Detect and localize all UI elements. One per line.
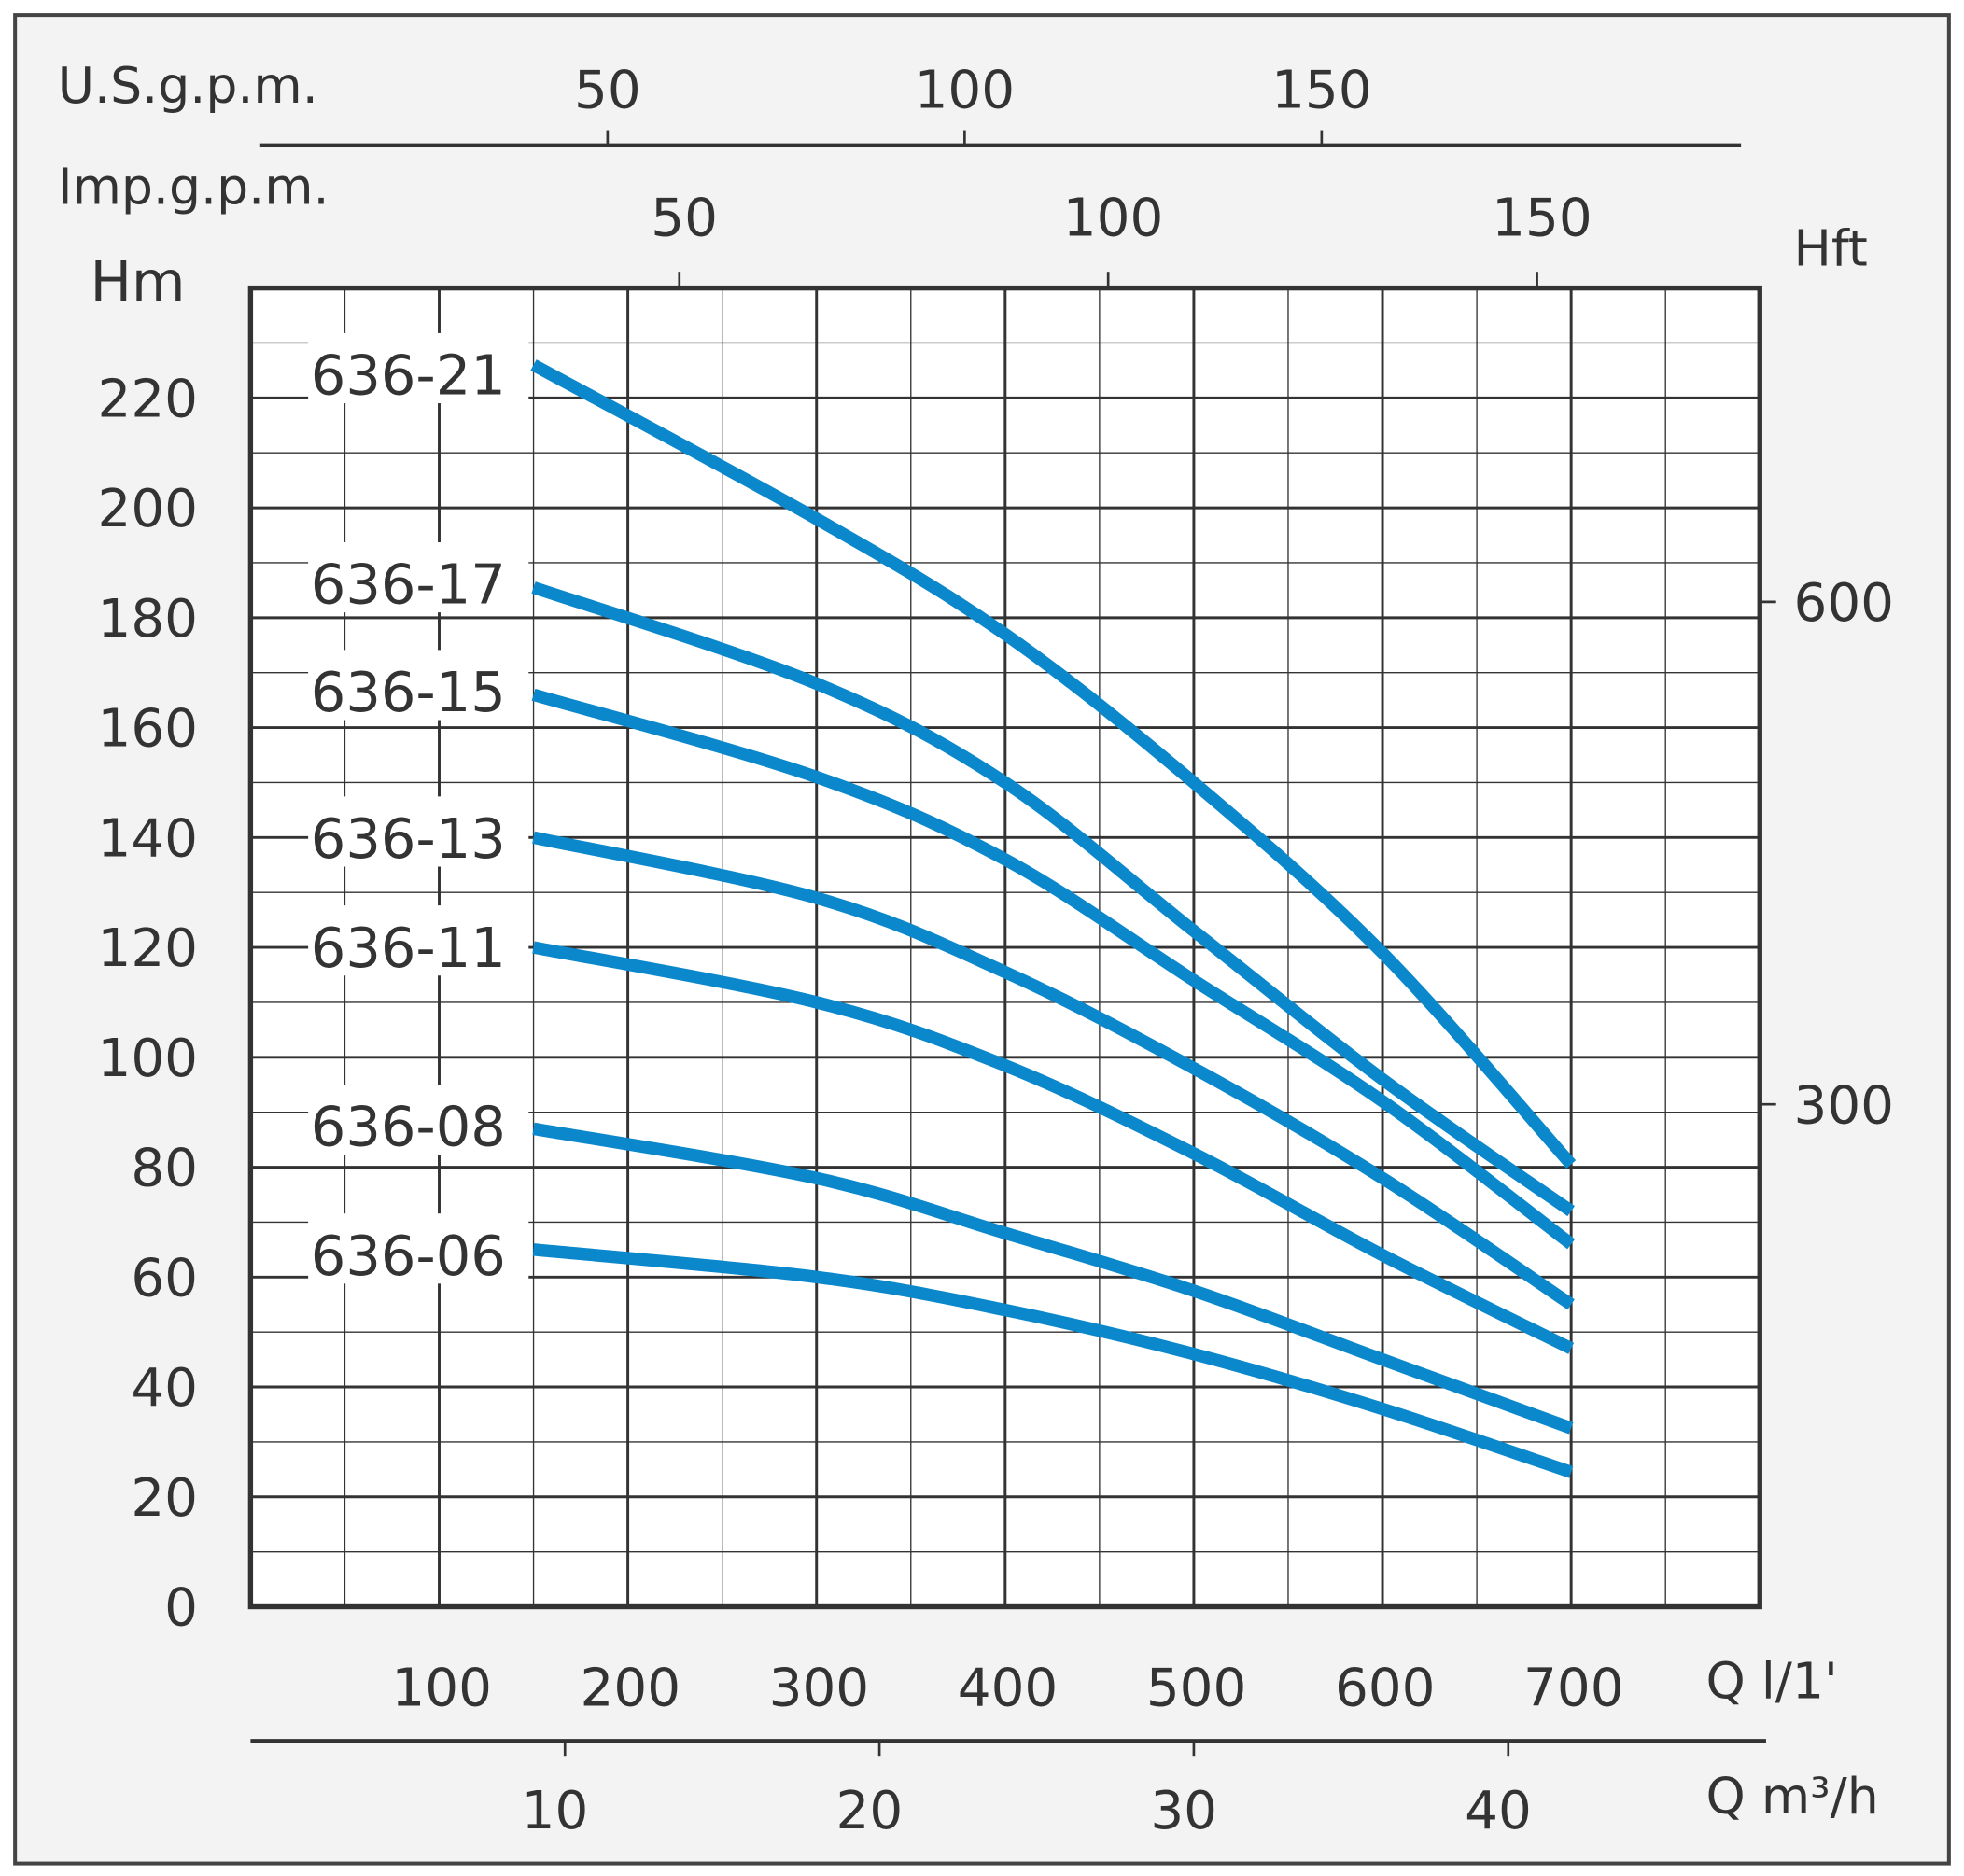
imp-gpm-tick-label: 150 <box>1492 188 1592 248</box>
series-label: 636-11 <box>311 916 506 980</box>
y-tick-label: 0 <box>164 1578 198 1639</box>
m3h-tick-label: 40 <box>1465 1781 1532 1841</box>
y-tick-label: 80 <box>131 1139 198 1199</box>
series-label: 636-13 <box>311 806 506 871</box>
x-axis-secondary-label: Q m³/h <box>1706 1767 1879 1826</box>
series-label-background <box>308 541 529 613</box>
y-tick-label: 180 <box>97 589 198 650</box>
imp-gpm-label: Imp.g.p.m. <box>58 158 330 217</box>
imp-gpm-tick-label: 50 <box>651 188 718 248</box>
us-gpm-label: U.S.g.p.m. <box>58 56 318 115</box>
y-tick-label: 120 <box>97 918 198 979</box>
series-curve-636-13 <box>532 831 1575 1310</box>
series-curve-636-08 <box>532 1122 1574 1435</box>
x-tick-label: 300 <box>769 1659 870 1719</box>
y-tick-label: 220 <box>97 369 198 429</box>
y-tick-label: 200 <box>97 479 198 539</box>
x-tick-label: 200 <box>581 1659 681 1719</box>
series-label-background <box>308 650 529 721</box>
series-label: 636-21 <box>311 343 506 408</box>
us-gpm-tick-label: 150 <box>1271 60 1372 120</box>
right-axis-label: Hft <box>1793 218 1867 277</box>
x-tick-label: 700 <box>1523 1659 1624 1719</box>
hft-tick-label: 300 <box>1793 1075 1894 1136</box>
m3h-tick-label: 10 <box>522 1781 589 1841</box>
series-label: 636-06 <box>311 1224 506 1288</box>
series-curve-636-06 <box>532 1243 1574 1478</box>
series-label-background <box>308 905 529 976</box>
y-tick-label: 60 <box>131 1248 198 1309</box>
m3h-tick-label: 20 <box>835 1781 903 1841</box>
x-tick-label: 400 <box>958 1659 1059 1719</box>
y-tick-label: 20 <box>131 1468 198 1529</box>
series-curve-636-21 <box>530 359 1577 1169</box>
x-axis-label: Q l/1' <box>1706 1651 1838 1710</box>
us-gpm-tick-label: 100 <box>915 60 1016 120</box>
series-label: 636-15 <box>311 660 506 724</box>
series-label: 636-17 <box>311 553 506 617</box>
x-tick-label: 600 <box>1335 1659 1436 1719</box>
series-label-background <box>308 1084 529 1155</box>
series-curve-636-15 <box>531 688 1576 1250</box>
y-tick-label: 140 <box>97 808 198 869</box>
x-tick-label: 100 <box>391 1659 492 1719</box>
x-tick-label: 500 <box>1146 1659 1247 1719</box>
y-tick-label: 40 <box>131 1358 198 1419</box>
y-axis-label: Hm <box>91 249 186 314</box>
series-label-background <box>308 332 529 404</box>
series-label-background <box>308 1213 529 1284</box>
imp-gpm-tick-label: 100 <box>1063 188 1164 248</box>
y-tick-label: 100 <box>97 1029 198 1089</box>
plot-frame <box>247 285 1762 1610</box>
y-tick-label: 160 <box>97 699 198 760</box>
series-label: 636-08 <box>311 1095 506 1159</box>
series-label-background <box>308 796 529 867</box>
series-curve-636-17 <box>531 581 1575 1217</box>
m3h-tick-label: 30 <box>1150 1781 1217 1841</box>
hft-tick-label: 600 <box>1793 573 1894 634</box>
us-gpm-tick-label: 50 <box>574 60 641 120</box>
series-curve-636-11 <box>532 941 1575 1354</box>
